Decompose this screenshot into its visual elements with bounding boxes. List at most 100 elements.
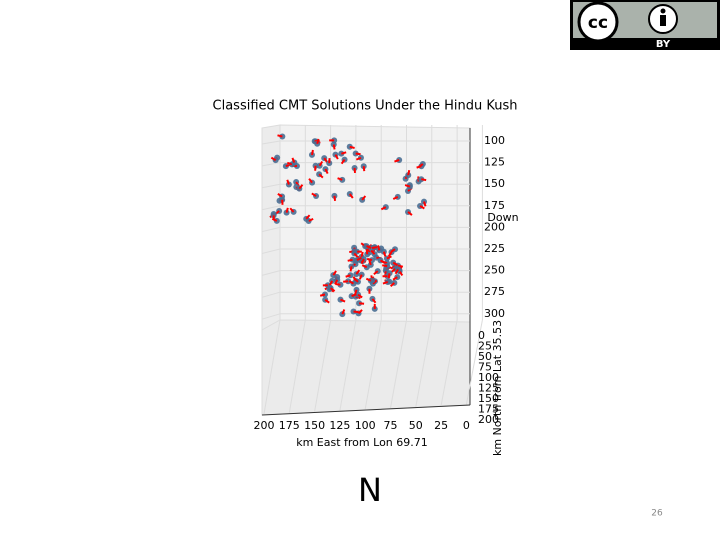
slip-vector — [348, 193, 354, 199]
slip-vector — [394, 268, 399, 275]
slip-vector — [308, 217, 314, 222]
y-tick-label: 150 — [478, 392, 499, 405]
z-tick-label: 150 — [484, 177, 505, 190]
slip-vector — [316, 138, 320, 145]
slip-vector — [397, 264, 404, 268]
slip-vector — [392, 276, 398, 281]
x-tick-label: 25 — [434, 419, 448, 432]
slip-vector — [357, 293, 363, 299]
slip-vector — [347, 258, 353, 262]
x-axis-label: km East from Lon 69.71 — [296, 436, 428, 449]
by-label: BY — [656, 39, 671, 50]
slip-vector — [365, 249, 369, 255]
slip-vector — [328, 280, 334, 286]
event-marker — [364, 251, 371, 258]
slip-vector — [380, 206, 387, 211]
slip-vector — [308, 178, 313, 184]
slip-vector — [324, 298, 330, 304]
slip-vector — [386, 255, 392, 260]
z-tick-label: 100 — [484, 134, 505, 147]
z-tick-label: 275 — [484, 285, 505, 298]
slip-vector — [404, 184, 411, 188]
slip-vector — [323, 157, 328, 163]
slip-vector — [373, 270, 379, 276]
slip-vector — [377, 245, 381, 251]
grid-line — [364, 319, 382, 410]
slip-vector — [277, 134, 283, 138]
slip-vector — [419, 205, 425, 210]
slip-vector — [368, 259, 372, 266]
slip-vector — [387, 251, 393, 257]
slip-vector — [357, 309, 363, 315]
grid-line — [261, 183, 281, 189]
slip-vector — [345, 274, 351, 278]
z-tick-label: 225 — [484, 242, 505, 255]
slip-vector — [355, 152, 361, 156]
slip-vector — [305, 214, 311, 220]
slip-vector — [360, 251, 364, 258]
slip-vector — [387, 273, 391, 279]
y-tick-label: 25 — [478, 340, 492, 353]
grid-line — [314, 319, 332, 412]
y-tick-label: 100 — [478, 371, 499, 384]
slip-vector — [418, 163, 424, 168]
slip-vector — [356, 256, 362, 261]
slip-vector — [370, 249, 376, 255]
grid-line — [261, 162, 281, 167]
slip-vector — [398, 270, 404, 277]
slip-vector — [390, 268, 396, 273]
slip-vector — [334, 154, 339, 160]
slip-vector — [349, 266, 353, 272]
grid-line — [440, 319, 458, 406]
slip-vector — [353, 277, 359, 283]
grid-line — [261, 291, 281, 298]
z-tick-label: 200 — [484, 220, 505, 233]
slip-vector — [365, 277, 372, 282]
slip-vector — [407, 169, 411, 176]
slip-vector — [289, 207, 295, 213]
slip-vector — [361, 264, 368, 269]
slip-vector — [286, 161, 293, 166]
slip-vector — [340, 159, 346, 165]
grid-line — [261, 270, 281, 276]
cc-badge: cc BY — [570, 0, 720, 50]
y-tick-label: 175 — [478, 403, 499, 416]
slip-vector — [351, 293, 357, 298]
slip-vector — [390, 248, 396, 253]
y-tick-label: 0 — [478, 329, 485, 342]
slip-vector — [360, 258, 365, 265]
grid-line — [261, 248, 281, 254]
slip-vector — [310, 149, 314, 156]
x-tick-label: 50 — [409, 419, 423, 432]
slip-vector — [332, 270, 337, 276]
slip-vector — [291, 157, 296, 163]
slip-vector — [389, 282, 396, 288]
slip-vector — [382, 264, 388, 268]
grid-line — [261, 313, 281, 320]
slip-vector — [353, 252, 359, 258]
z-tick-label: 125 — [484, 156, 505, 169]
slip-vector — [270, 156, 277, 162]
y-tick-label: 75 — [478, 361, 492, 374]
grid-line — [261, 205, 281, 211]
slip-vector — [285, 207, 289, 213]
y-axis-label: km North from Lat 35.53 — [491, 320, 504, 456]
slip-vector — [324, 168, 329, 175]
slip-vector — [379, 259, 386, 264]
x-tick-label: 175 — [279, 419, 300, 432]
x-axis-line — [261, 404, 471, 416]
grid-line — [261, 226, 281, 233]
y-tick-label: 200 — [478, 413, 499, 426]
slip-vector — [371, 298, 377, 304]
plot-3d — [261, 124, 483, 416]
z-tick-label: 250 — [484, 264, 505, 277]
slip-vector — [394, 159, 400, 163]
slip-vector — [371, 246, 378, 250]
grid-line — [465, 319, 483, 405]
slip-vector — [318, 173, 324, 179]
slip-vector — [318, 160, 324, 167]
caption: N — [358, 471, 382, 509]
slip-vector — [333, 195, 337, 201]
